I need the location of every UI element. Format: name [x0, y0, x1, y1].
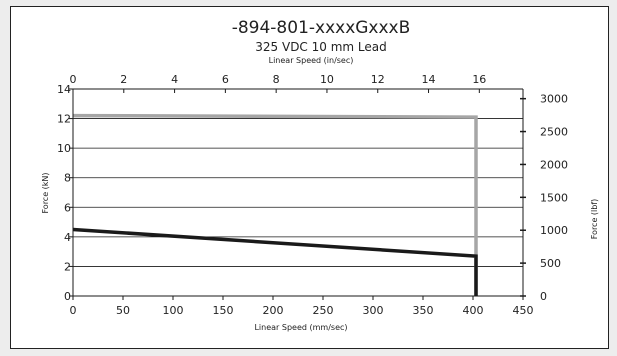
x-top-tick-label: 16 — [472, 73, 486, 86]
x-bottom-tick-label: 400 — [463, 304, 484, 317]
y-right-tick-label: 1500 — [540, 191, 568, 204]
series-line-1 — [72, 113, 478, 296]
chart-panel: -894-801-xxxxGxxxB 325 VDC 10 mm Lead Li… — [10, 6, 609, 349]
x-top-tick-label: 10 — [320, 73, 334, 86]
x-top-tick-label: 0 — [70, 73, 77, 86]
y-left-tick-label: 10 — [57, 142, 71, 155]
plot-area — [73, 89, 523, 296]
y-left-tick-label: 0 — [64, 290, 71, 303]
y-left-tick-label: 12 — [57, 113, 71, 126]
x-bottom-tick-label: 450 — [513, 304, 534, 317]
x-top-tick-label: 14 — [422, 73, 436, 86]
chart-svg: -894-801-xxxxGxxxB 325 VDC 10 mm Lead Li… — [41, 18, 599, 332]
chart-title: -894-801-xxxxGxxxB — [232, 18, 411, 38]
y-axis-right-label: Force (lbf) — [590, 199, 599, 240]
x-bottom-tick-label: 250 — [313, 304, 334, 317]
axes — [72, 88, 524, 297]
x-axis-top-label: Linear Speed (in/sec) — [269, 56, 354, 65]
y-right-tick-label: 500 — [540, 257, 561, 270]
y-right-tick-label: 2500 — [540, 126, 568, 139]
grid — [73, 88, 523, 297]
x-top-tick-label: 4 — [171, 73, 178, 86]
x-top-tick-label: 6 — [222, 73, 229, 86]
y-axis-left-label: Force (kN) — [41, 172, 50, 213]
x-top-tick-label: 8 — [273, 73, 280, 86]
x-bottom-tick-label: 0 — [70, 304, 77, 317]
y-left-tick-label: 14 — [57, 83, 71, 96]
y-left-tick-label: 4 — [64, 231, 71, 244]
y-right-tick-label: 1000 — [540, 224, 568, 237]
chart-subtitle: 325 VDC 10 mm Lead — [255, 40, 386, 54]
x-bottom-tick-label: 100 — [163, 304, 184, 317]
x-axis-bottom-label: Linear Speed (mm/sec) — [254, 323, 347, 332]
y-right-tick-label: 3000 — [540, 93, 568, 106]
y-right-tick-label: 0 — [540, 290, 547, 303]
x-bottom-tick-label: 50 — [116, 304, 130, 317]
x-bottom-tick-label: 200 — [263, 304, 284, 317]
y-left-tick-label: 8 — [64, 172, 71, 185]
y-left-tick-label: 2 — [64, 260, 71, 273]
x-bottom-tick-label: 350 — [413, 304, 434, 317]
x-top-tick-label: 12 — [371, 73, 385, 86]
x-bottom-tick-label: 300 — [363, 304, 384, 317]
series-line-2 — [72, 227, 478, 296]
x-top-tick-label: 2 — [120, 73, 127, 86]
y-right-tick-label: 2000 — [540, 158, 568, 171]
x-bottom-tick-label: 150 — [213, 304, 234, 317]
series-layer — [72, 113, 478, 296]
y-left-tick-label: 6 — [64, 201, 71, 214]
